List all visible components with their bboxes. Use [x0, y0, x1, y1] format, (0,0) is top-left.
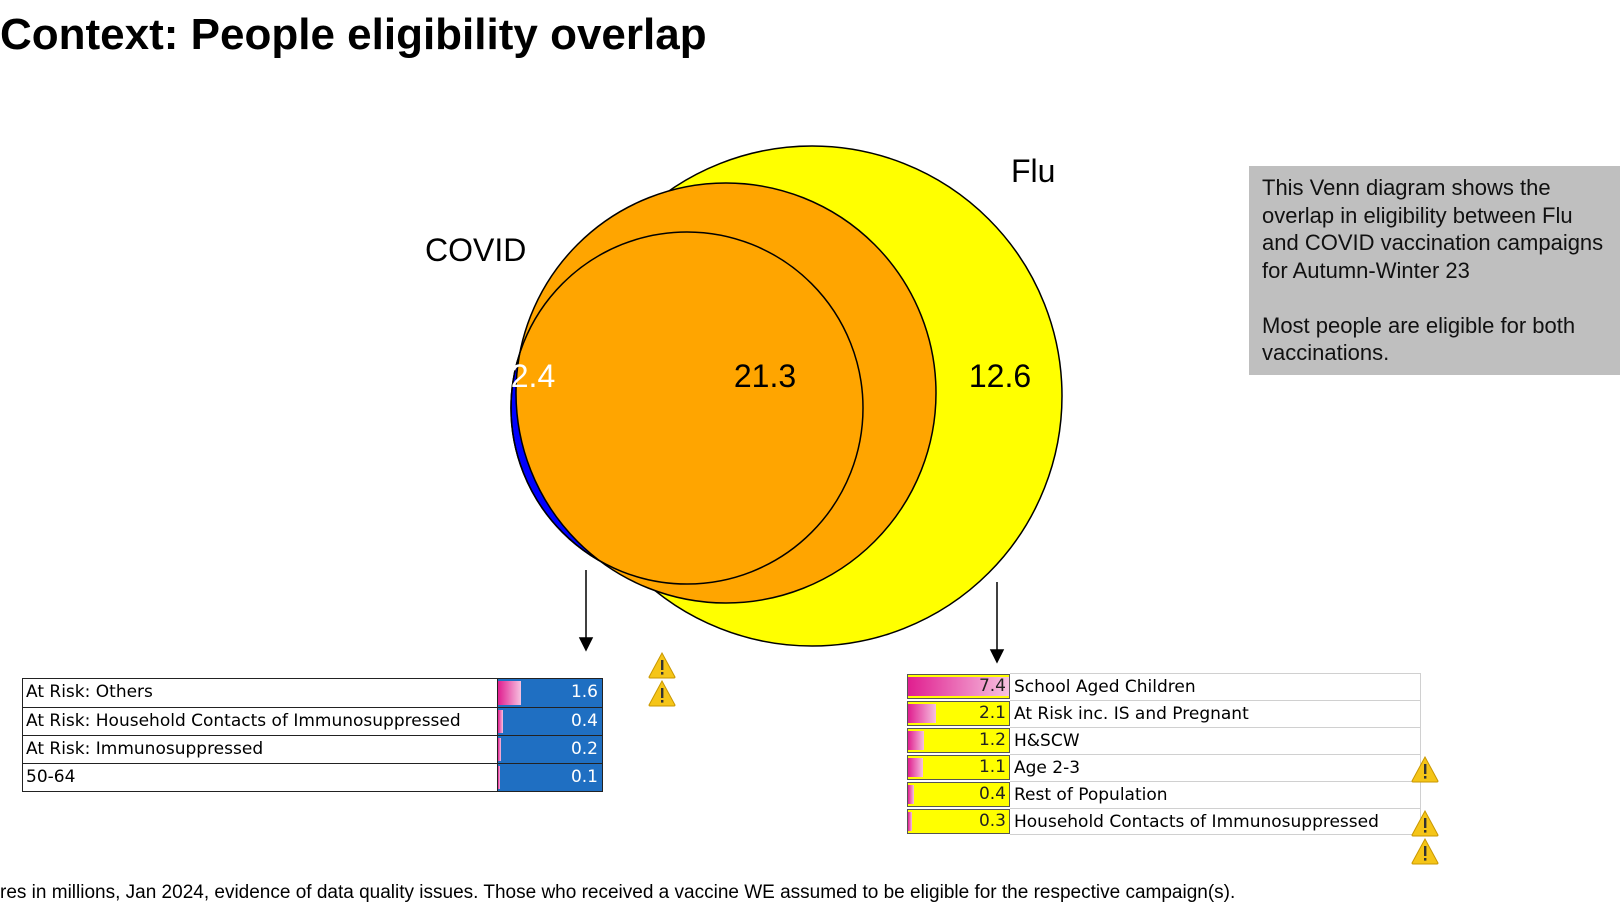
data-bar	[908, 812, 913, 831]
row-value-cell: 0.4	[907, 782, 1010, 807]
warning-icon	[648, 680, 676, 707]
row-value: 0.1	[570, 767, 598, 787]
note-paragraph-2: Most people are eligible for both vaccin…	[1262, 312, 1576, 366]
warning-icon	[648, 652, 676, 679]
row-label: School Aged Children	[1010, 673, 1421, 700]
overlap-value: 21.3	[734, 358, 796, 394]
footnote: res in millions, Jan 2024, evidence of d…	[0, 882, 1236, 903]
data-bar	[498, 710, 504, 733]
flu-set-label: Flu	[1011, 153, 1055, 189]
data-bar	[908, 758, 924, 777]
row-value: 7.4	[978, 676, 1006, 696]
row-label: Household Contacts of Immunosuppressed	[1010, 808, 1421, 835]
data-bar	[498, 738, 501, 761]
warning-icon	[1411, 838, 1439, 865]
table-row: At Risk: Household Contacts of Immunosup…	[23, 707, 602, 735]
row-value-cell: 0.2	[498, 736, 602, 763]
table-row: At Risk: Immunosuppressed 0.2	[23, 735, 602, 763]
overlap-region	[515, 182, 937, 604]
table-row: 50-64 0.1	[23, 763, 602, 791]
data-bar	[908, 677, 1009, 696]
covid-set-label: COVID	[425, 232, 526, 268]
row-value-cell: 0.3	[907, 809, 1010, 834]
covid-arrow	[578, 570, 594, 652]
explanation-note: This Venn diagram shows the overlap in e…	[1249, 166, 1620, 375]
table-row: 0.3 Household Contacts of Immunosuppress…	[907, 808, 1421, 835]
data-bar	[498, 766, 500, 789]
row-value: 1.1	[978, 757, 1006, 777]
row-value-cell: 2.1	[907, 701, 1010, 726]
page-title: Context: People eligibility overlap	[0, 10, 707, 59]
row-value-cell: 1.1	[907, 755, 1010, 780]
row-value: 0.4	[978, 784, 1006, 804]
table-row: 0.4 Rest of Population	[907, 781, 1421, 808]
covid-outline	[510, 231, 864, 585]
row-label: At Risk inc. IS and Pregnant	[1010, 700, 1421, 727]
row-label: H&SCW	[1010, 727, 1421, 754]
flu-only-value: 12.6	[969, 358, 1031, 394]
table-row: At Risk: Others 1.6	[23, 679, 602, 707]
row-label: At Risk: Immunosuppressed	[23, 736, 498, 763]
row-value-cell: 7.4	[907, 674, 1010, 699]
table-row: 1.2 H&SCW	[907, 727, 1421, 754]
row-value: 0.2	[570, 739, 598, 759]
covid-only-value: 2.4	[511, 358, 555, 394]
data-bar	[908, 785, 914, 804]
data-bar	[908, 731, 925, 750]
data-bar	[498, 681, 521, 705]
row-label: Age 2-3	[1010, 754, 1421, 781]
data-bar	[908, 704, 937, 723]
table-row: 1.1 Age 2-3	[907, 754, 1421, 781]
flu-arrow	[989, 582, 1005, 664]
row-value: 1.2	[978, 730, 1006, 750]
row-label: Rest of Population	[1010, 781, 1421, 808]
row-value-cell: 1.2	[907, 728, 1010, 753]
covid-only-breakdown-table: At Risk: Others 1.6 At Risk: Household C…	[22, 678, 603, 792]
row-label: At Risk: Others	[23, 679, 498, 707]
row-label: At Risk: Household Contacts of Immunosup…	[23, 708, 498, 735]
table-row: 2.1 At Risk inc. IS and Pregnant	[907, 700, 1421, 727]
note-paragraph-1: This Venn diagram shows the overlap in e…	[1262, 175, 1604, 283]
row-value-cell: 0.4	[498, 708, 602, 735]
warning-icon	[1411, 756, 1439, 783]
row-value-cell: 0.1	[498, 764, 602, 791]
row-value: 2.1	[978, 703, 1006, 723]
row-value-cell: 1.6	[498, 679, 602, 707]
table-row: 7.4 School Aged Children	[907, 673, 1421, 700]
row-value: 1.6	[570, 682, 598, 702]
warning-icon	[1411, 810, 1439, 837]
row-value: 0.3	[978, 811, 1006, 831]
flu-only-breakdown-table: 7.4 School Aged Children 2.1 At Risk inc…	[907, 673, 1421, 835]
row-label: 50-64	[23, 764, 498, 791]
row-value: 0.4	[570, 711, 598, 731]
